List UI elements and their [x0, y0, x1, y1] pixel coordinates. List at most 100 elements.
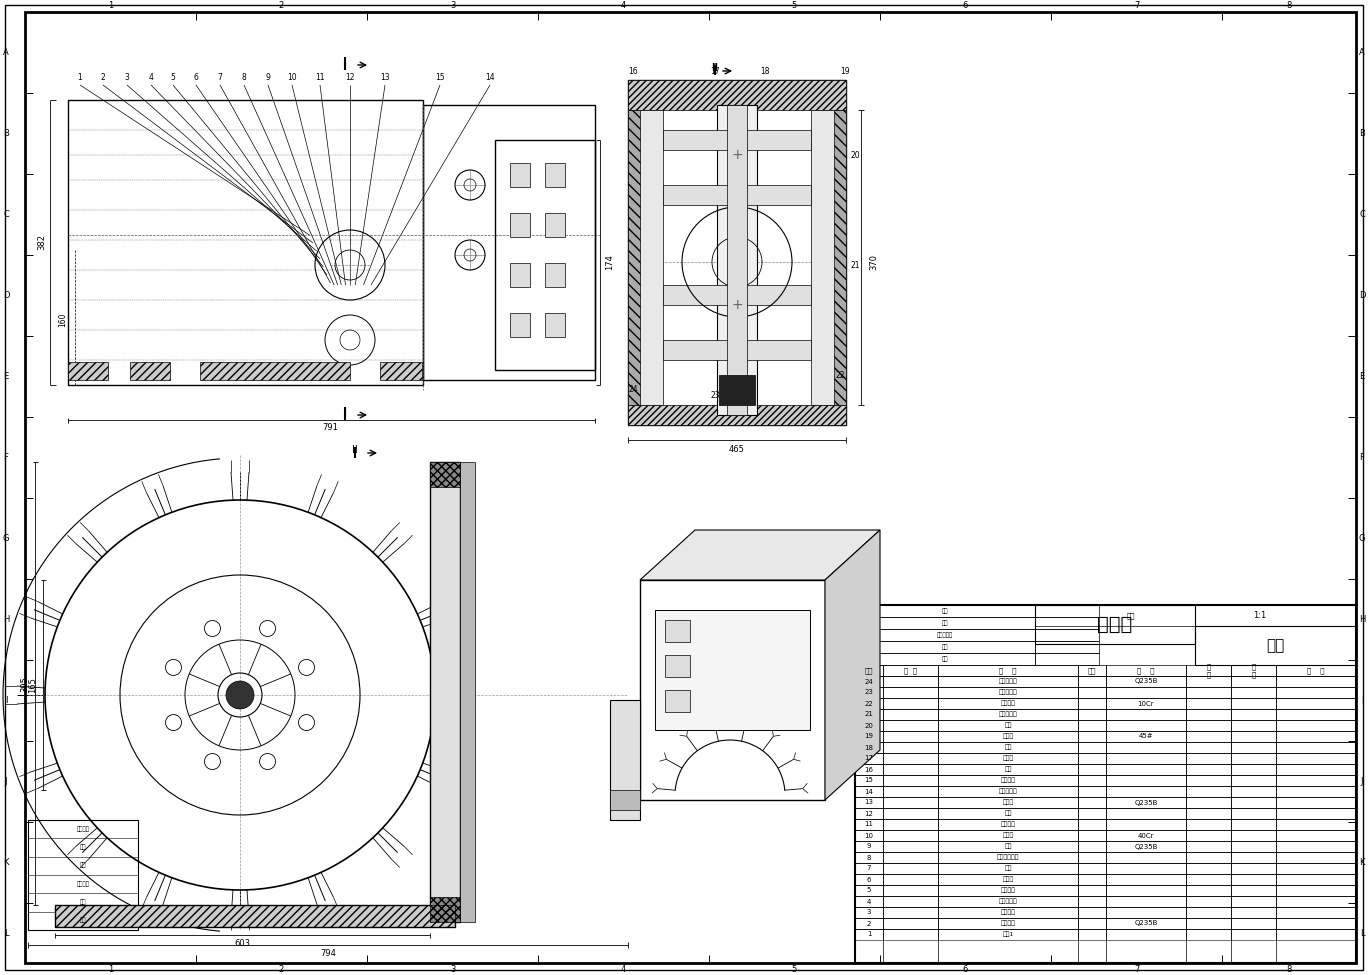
Text: 气缸轴: 气缸轴 — [1003, 734, 1014, 739]
Text: 1: 1 — [108, 2, 114, 11]
Text: 21: 21 — [865, 712, 873, 718]
Circle shape — [166, 659, 182, 676]
Bar — [665, 620, 689, 642]
Bar — [855, 764, 1356, 775]
Text: Q235B: Q235B — [1134, 920, 1157, 926]
Text: 生产标记: 生产标记 — [77, 826, 89, 832]
Text: 1: 1 — [78, 72, 82, 82]
Bar — [510, 163, 529, 187]
Text: Q235B: Q235B — [1134, 679, 1157, 684]
Circle shape — [204, 754, 220, 769]
Text: 3: 3 — [867, 910, 871, 916]
Bar — [855, 731, 1356, 742]
Text: 6: 6 — [193, 72, 198, 82]
Text: 自锁螺母帖片: 自锁螺母帖片 — [997, 855, 1019, 860]
Text: +: + — [731, 148, 743, 162]
Text: 气缸体: 气缸体 — [1003, 756, 1014, 761]
Bar — [544, 263, 565, 287]
Text: 165: 165 — [29, 677, 37, 693]
Text: 24: 24 — [865, 679, 873, 684]
Text: 382: 382 — [37, 234, 47, 250]
Text: 小滚子: 小滚子 — [1003, 877, 1014, 882]
Text: 2: 2 — [279, 2, 285, 11]
Text: 23: 23 — [710, 391, 720, 400]
Text: 12: 12 — [345, 72, 354, 82]
Text: C: C — [1358, 210, 1365, 219]
Bar — [430, 897, 460, 922]
Circle shape — [204, 620, 220, 637]
Text: 1: 1 — [867, 931, 871, 938]
Bar — [628, 405, 845, 425]
Text: 16: 16 — [628, 67, 637, 76]
Bar — [610, 790, 640, 810]
Bar — [855, 709, 1356, 720]
Text: C: C — [3, 210, 10, 219]
Text: 14: 14 — [865, 789, 873, 795]
Bar — [430, 462, 460, 922]
Bar — [655, 610, 810, 730]
Text: 处数: 处数 — [941, 620, 948, 626]
Text: 3: 3 — [124, 72, 130, 82]
Text: 名    称: 名 称 — [999, 667, 1016, 674]
Text: 帖片: 帖片 — [1004, 866, 1012, 872]
Text: I: I — [1361, 696, 1364, 705]
Circle shape — [226, 681, 254, 709]
Bar — [855, 896, 1356, 907]
Bar — [628, 80, 845, 110]
Text: 7: 7 — [1134, 2, 1140, 11]
Text: 图号: 图号 — [79, 844, 86, 850]
Text: 465: 465 — [729, 445, 746, 453]
Text: 22: 22 — [836, 370, 845, 379]
Bar — [855, 918, 1356, 929]
Text: 分度盘帖片: 分度盘帖片 — [999, 899, 1018, 904]
Circle shape — [298, 715, 315, 730]
Bar — [460, 462, 475, 922]
Text: 7: 7 — [1134, 964, 1140, 973]
Text: E: E — [1360, 372, 1365, 381]
Text: 20: 20 — [850, 150, 860, 160]
Text: G: G — [1358, 534, 1365, 543]
Text: H: H — [1358, 615, 1365, 624]
Bar — [855, 797, 1356, 808]
Bar — [855, 605, 1356, 963]
Text: 气缸轴帖片: 气缸轴帖片 — [999, 712, 1018, 718]
Text: 4: 4 — [149, 72, 153, 82]
Bar — [855, 687, 1356, 698]
Text: 6: 6 — [867, 877, 871, 882]
Bar — [1036, 605, 1099, 617]
Bar — [380, 362, 421, 380]
Bar — [855, 698, 1356, 709]
Text: 节流阀体: 节流阀体 — [1000, 778, 1015, 783]
Bar — [544, 313, 565, 337]
Text: 刀库罩下: 刀库罩下 — [1000, 920, 1015, 926]
Text: 代  号: 代 号 — [904, 667, 917, 674]
Text: 791: 791 — [321, 423, 338, 433]
Bar — [855, 665, 1356, 676]
Text: A: A — [3, 48, 8, 57]
Bar — [200, 362, 350, 380]
Bar — [855, 863, 1356, 874]
Text: 3: 3 — [450, 964, 456, 973]
Text: H: H — [3, 615, 10, 624]
Text: 刀库轴: 刀库轴 — [1003, 833, 1014, 838]
Bar — [663, 185, 811, 205]
Text: 19: 19 — [840, 67, 850, 76]
Text: K: K — [1360, 858, 1365, 867]
Text: 刀柄固定: 刀柄固定 — [1000, 910, 1015, 916]
Text: II: II — [352, 445, 358, 455]
Text: +: + — [731, 298, 743, 312]
Text: 总
计: 总 计 — [1252, 663, 1256, 678]
Text: F: F — [1360, 453, 1364, 462]
Text: 日期: 日期 — [79, 917, 86, 923]
Text: 8: 8 — [867, 854, 871, 861]
Text: 刀盘螺母: 刀盘螺母 — [1000, 887, 1015, 893]
Text: 自锁螺母: 自锁螺母 — [1000, 822, 1015, 828]
Bar — [663, 340, 811, 360]
Bar — [495, 140, 595, 370]
Bar — [640, 580, 825, 800]
Bar — [510, 313, 529, 337]
Bar — [855, 775, 1356, 786]
Bar — [834, 110, 845, 405]
Circle shape — [298, 659, 315, 676]
Bar — [855, 929, 1356, 940]
